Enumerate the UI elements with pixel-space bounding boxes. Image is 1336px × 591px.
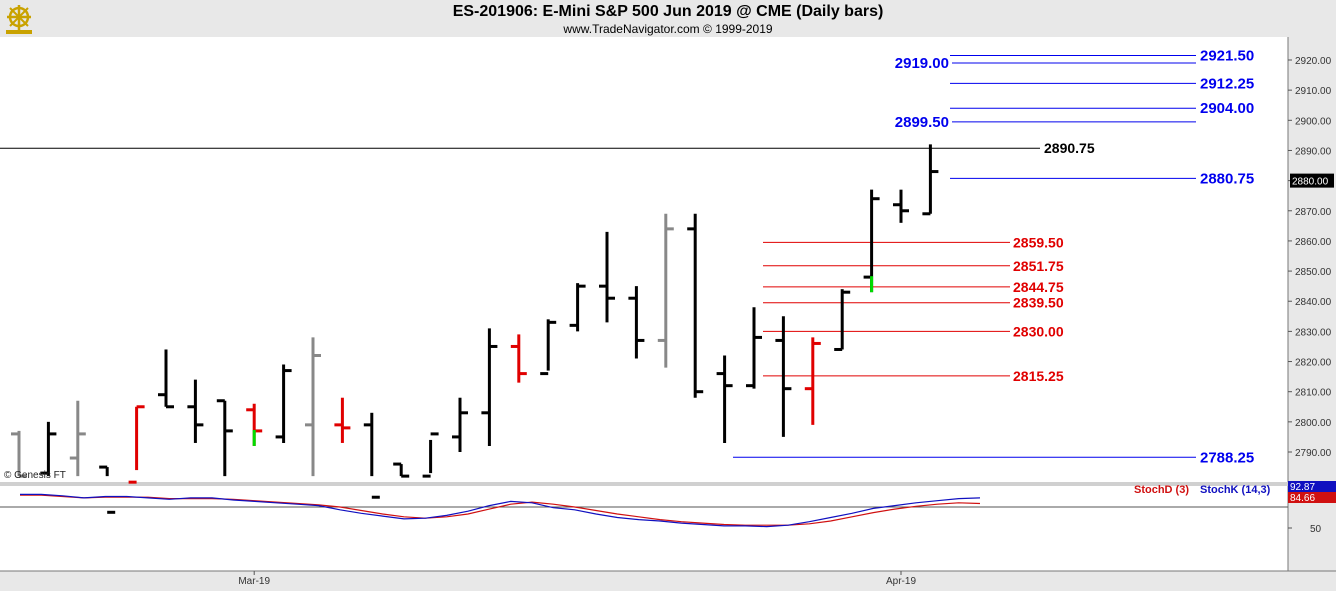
price-chart: 2921.50 2919.00 2912.25 2904.00 2899.50 2890.… — [0, 37, 1336, 591]
ohlc-bar — [599, 231, 615, 323]
level-label: 2844.75 — [1013, 279, 1064, 295]
level-label: 2830.00 — [1013, 323, 1064, 339]
ohlc-bar — [481, 328, 498, 446]
ohlc-bar — [569, 283, 586, 332]
stoch-k-value: 92.87 — [1290, 482, 1315, 493]
price-tick-label: 2820.00 — [1295, 358, 1332, 369]
price-tick-label: 2910.00 — [1295, 86, 1332, 97]
level-label: 2904.00 — [1200, 100, 1254, 117]
price-levels: 2921.50 2919.00 2912.25 2904.00 2899.50 2890.… — [0, 47, 1254, 466]
ohlc-bar — [334, 397, 351, 443]
price-tick-label: 2790.00 — [1295, 448, 1332, 459]
stoch-k-value-marker — [1288, 481, 1336, 492]
ohlc-bar — [275, 364, 292, 443]
ohlc-bar — [863, 189, 880, 293]
price-tick-label: 2850.00 — [1295, 267, 1332, 278]
price-tick-label: 2900.00 — [1295, 116, 1332, 127]
ohlc-bar — [11, 430, 27, 478]
ohlc-bar — [305, 337, 321, 477]
level-label: 2921.50 — [1200, 47, 1254, 64]
level-label: 2890.75 — [1044, 140, 1095, 156]
stoch-k-line — [20, 493, 981, 528]
ohlc-bar — [216, 399, 233, 477]
ohlc-bar — [422, 432, 439, 478]
price-tick-label: 2810.00 — [1295, 388, 1332, 399]
ohlc-bar — [893, 189, 909, 223]
price-axis: 2790.00 2800.00 2810.00 2820.00 2830.00 2840.… — [4, 56, 1334, 481]
stoch-d-legend: StochD (3) — [1134, 484, 1189, 496]
price-tick-label: 2830.00 — [1295, 327, 1332, 338]
stoch-tick-label: 50 — [1310, 524, 1322, 535]
level-label: 2880.75 — [1200, 170, 1254, 187]
level-label: 2919.00 — [895, 55, 949, 72]
time-axis-background — [0, 571, 1336, 591]
ohlc-bar — [187, 379, 204, 443]
level-label: 2815.25 — [1013, 368, 1064, 384]
chart-title: ES-201906: E-Mini S&P 500 Jun 2019 @ CME… — [452, 3, 884, 20]
ohlc-bar — [69, 400, 86, 477]
watermark: © Genesis FT — [4, 470, 66, 481]
level-label: 2899.50 — [895, 114, 949, 131]
price-tick-label: 2800.00 — [1295, 418, 1332, 429]
level-label: 2859.50 — [1013, 234, 1064, 250]
ohlc-bar — [716, 355, 733, 443]
price-tick-label: 2840.00 — [1295, 297, 1332, 308]
price-tick-label: 2920.00 — [1295, 56, 1332, 67]
chart-subtitle: www.TradeNavigator.com © 1999-2019 — [563, 22, 773, 36]
ohlc-bar — [657, 213, 674, 368]
ohlc-bar — [775, 316, 792, 437]
ohlc-bar — [158, 349, 174, 409]
time-tick-label: Mar-19 — [238, 576, 270, 587]
level-label: 2839.50 — [1013, 295, 1064, 311]
ohlc-bar — [363, 412, 380, 499]
ohlc-bar — [628, 286, 645, 359]
chart-header: ES-201906: E-Mini S&P 500 Jun 2019 @ CME… — [0, 0, 1336, 37]
ohlc-bar — [246, 403, 263, 446]
ohlc-bar — [687, 213, 704, 398]
ohlc-bar — [40, 421, 57, 477]
stoch-k-legend: StochK (14,3) — [1200, 484, 1271, 496]
level-label: 2788.25 — [1200, 449, 1254, 466]
ohlc-bar — [922, 144, 939, 216]
stoch-d-value-marker — [1288, 492, 1336, 503]
ohlc-bar — [393, 462, 410, 478]
last-price-label: 2880.00 — [1292, 177, 1329, 188]
ohlc-bars — [11, 144, 939, 514]
time-axis: Mar-19 Apr-19 — [238, 571, 916, 587]
price-tick-label: 2860.00 — [1295, 237, 1332, 248]
last-price-marker — [1290, 173, 1334, 188]
panel-separator — [0, 482, 1288, 486]
price-tick-label: 2890.00 — [1295, 146, 1332, 157]
ohlc-bar — [746, 307, 762, 389]
ohlc-bar — [99, 465, 116, 514]
ohlc-bar — [510, 334, 527, 383]
ohlc-bar — [128, 405, 145, 484]
ohlc-bar — [804, 337, 821, 425]
ship-wheel-logo-icon — [4, 3, 34, 40]
level-label: 2851.75 — [1013, 258, 1064, 274]
stoch-d-value: 84.66 — [1290, 493, 1315, 504]
ohlc-bar — [540, 319, 557, 376]
level-label: 2912.25 — [1200, 75, 1254, 92]
price-tick-label: 2870.00 — [1295, 207, 1332, 218]
time-tick-label: Apr-19 — [886, 576, 916, 587]
ohlc-bar — [834, 289, 851, 351]
ohlc-bar — [452, 397, 468, 452]
